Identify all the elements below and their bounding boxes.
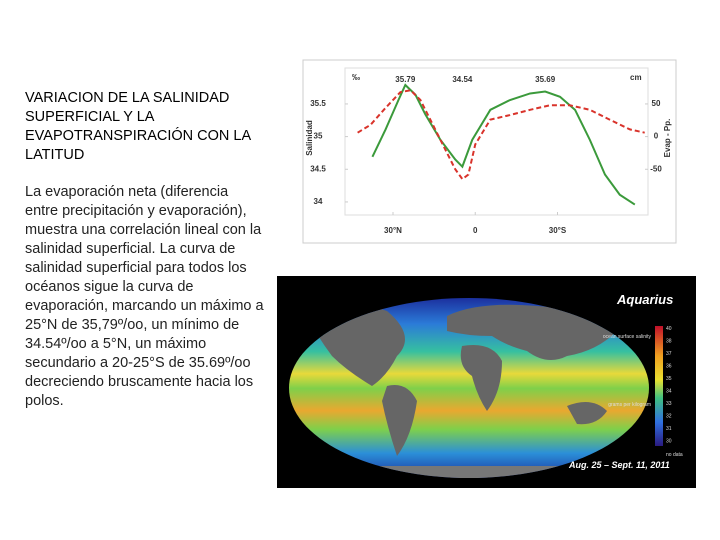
legend-tick: 35 bbox=[666, 376, 672, 382]
y-tick-label: 34.5 bbox=[310, 164, 326, 173]
y2-axis-label: Evap - Pp. bbox=[663, 119, 672, 158]
series-line bbox=[357, 89, 645, 181]
annotation: 34.54 bbox=[452, 75, 473, 84]
x-tick-label: 0 bbox=[473, 226, 478, 235]
y2-tick-label: 50 bbox=[652, 99, 661, 108]
y-tick-label: 34 bbox=[314, 197, 323, 206]
y2-tick-label: -50 bbox=[650, 164, 662, 173]
plot-frame bbox=[344, 67, 649, 216]
legend-tick: 34 bbox=[666, 389, 672, 395]
legend-tick: 38 bbox=[666, 339, 672, 345]
map-title: Aquarius bbox=[616, 292, 673, 307]
legend-tick: 40 bbox=[666, 326, 672, 332]
legend-tick: 33 bbox=[666, 401, 672, 407]
x-tick-label: 30°N bbox=[384, 226, 402, 235]
y2-tick-label: 0 bbox=[654, 132, 659, 141]
legend-unit: grams per kilogram bbox=[608, 402, 651, 408]
annotation: 35.69 bbox=[535, 75, 556, 84]
map-date: Aug. 25 – Sept. 11, 2011 bbox=[568, 460, 670, 470]
chart: 34 34.5 35 35.5 50 0 -50 30°N 0 30°S Salinidad Evap… bbox=[302, 59, 677, 244]
legend-tick: 36 bbox=[666, 364, 672, 370]
legend-tick: 31 bbox=[666, 426, 672, 432]
legend-title: ocean surface salinity bbox=[603, 334, 652, 340]
legend-tick: 32 bbox=[666, 414, 672, 420]
y-axis-label: Salinidad bbox=[305, 120, 314, 156]
annotation: 35.79 bbox=[395, 75, 416, 84]
legend-tick: 37 bbox=[666, 351, 672, 357]
x-tick-label: 30°S bbox=[549, 226, 567, 235]
legend-tick: 30 bbox=[666, 439, 672, 445]
salinity-map: Aquarius Aug. 25 – Sept. 11, 2011 ocean su… bbox=[277, 276, 696, 488]
series-line bbox=[371, 83, 636, 206]
slide-body: La evaporación neta (diferencia entre pr… bbox=[25, 184, 264, 409]
slide-title: VARIACION DE LA SALINIDAD SUPERFICIAL Y … bbox=[25, 90, 251, 163]
y-tick-label: 35.5 bbox=[310, 99, 326, 108]
colorbar bbox=[655, 326, 663, 446]
y2-unit: cm bbox=[630, 73, 642, 82]
no-data-label: no data bbox=[666, 452, 683, 458]
y-tick-label: 35 bbox=[314, 132, 323, 141]
chart-frame bbox=[302, 59, 677, 244]
y-unit: ‰ bbox=[352, 73, 360, 82]
